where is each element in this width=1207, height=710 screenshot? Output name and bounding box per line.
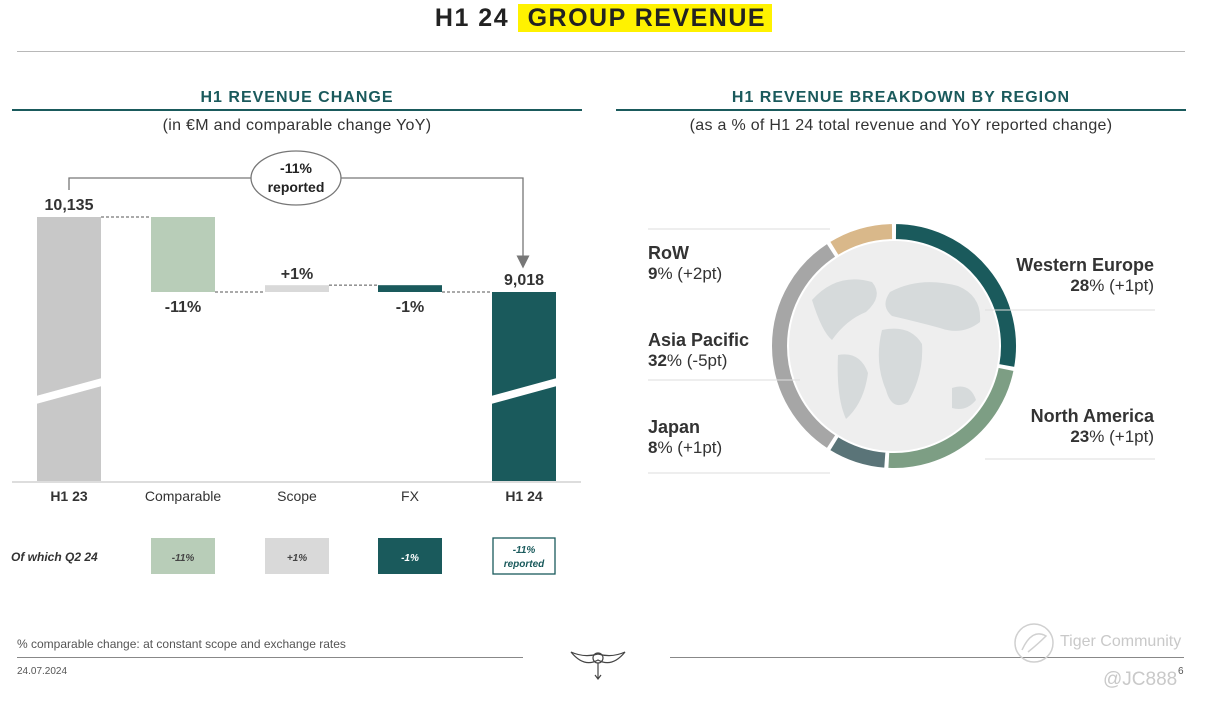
waterfall-category-label: H1 24: [505, 488, 543, 504]
waterfall-value-label: -11%: [165, 299, 201, 316]
region-value: 23% (+1pt): [1070, 427, 1154, 446]
waterfall-category-label: Scope: [277, 488, 317, 504]
region-name: North America: [1030, 406, 1154, 426]
axis-break-mark: [491, 378, 557, 404]
page-title: H1 24 GROUP REVENUE: [0, 4, 1207, 33]
title-divider: [17, 51, 1185, 52]
donut-slice-north-america: [886, 365, 1016, 470]
watermark-user: @JC888: [1103, 669, 1178, 690]
region-label-north-america: North America 23% (+1pt): [954, 406, 1154, 447]
world-map-icon: [812, 279, 981, 419]
watermark-brand: Tiger Community: [1060, 633, 1182, 650]
q2-chip-value: +1%: [287, 553, 307, 564]
reported-change-text: reported: [268, 179, 325, 195]
q2-chip-value: -11%: [172, 553, 195, 564]
donut-slice-row: [827, 221, 895, 258]
page-title-prefix: H1 24: [434, 4, 510, 32]
region-value: 9% (+2pt): [648, 264, 723, 283]
region-name: Japan: [648, 417, 701, 437]
footer-line-right: [670, 657, 1184, 658]
footer-date: 24.07.2024: [17, 666, 68, 677]
waterfall-bar-fx: [378, 285, 442, 292]
region-label-western-europe: Western Europe 28% (+1pt): [954, 255, 1154, 296]
q2-reported-value: -11%: [513, 545, 536, 556]
waterfall-category-label: FX: [401, 488, 420, 504]
waterfall-value-label: +1%: [281, 266, 313, 283]
waterfall-value-label: 10,135: [45, 197, 94, 214]
callout-line-left: [68, 177, 252, 190]
donut-slice-asia-pacific: [770, 241, 838, 451]
reported-change-value: -11%: [280, 160, 312, 176]
region-name: Asia Pacific: [648, 330, 750, 350]
watermark-logo-icon: [1014, 623, 1054, 663]
waterfall-bar-h1-23: [37, 217, 101, 481]
page-number: 6: [1178, 666, 1184, 677]
region-value: 28% (+1pt): [1070, 276, 1154, 295]
region-name: RoW: [648, 243, 689, 263]
revenue-change-title-line: [12, 109, 582, 111]
q2-chip: [265, 538, 329, 574]
callout-arrow: [341, 177, 530, 269]
revenue-change-subtitle: (in €M and comparable change YoY): [162, 117, 432, 134]
revenue-change-title: H1 REVENUE CHANGE: [200, 89, 394, 106]
waterfall-bar-scope: [265, 285, 329, 292]
footer-line-left: [17, 657, 523, 658]
q2-chip-value: -1%: [401, 553, 419, 564]
waterfall-value-label: 9,018: [504, 272, 544, 289]
footnote: % comparable change: at constant scope a…: [17, 637, 346, 651]
q2-reported-chip: [492, 537, 556, 575]
q2-reported-text: reported: [504, 559, 545, 570]
reported-change-bubble: [250, 150, 342, 206]
q2-chip: [378, 538, 442, 574]
region-label-row: RoW 9% (+2pt): [648, 243, 722, 284]
waterfall-value-label: -1%: [396, 299, 424, 316]
region-value: 8% (+1pt): [648, 438, 723, 457]
page-title-highlight: GROUP REVENUE: [517, 4, 773, 32]
waterfall-chart: -11% reported 10,135 -11% +1% -1% 9,018 H1 2…: [11, 150, 581, 575]
region-name: Western Europe: [1016, 255, 1154, 275]
region-breakdown-subtitle: (as a % of H1 24 total revenue and YoY r…: [689, 117, 1113, 134]
waterfall-category-label: H1 23: [50, 488, 88, 504]
region-label-japan: Japan 8% (+1pt): [648, 417, 722, 458]
region-breakdown-title-line: [616, 109, 1186, 111]
q2-row-label: Of which Q2 24: [11, 550, 98, 564]
brand-logo-icon: [570, 651, 626, 680]
region-donut-chart: [648, 221, 1155, 474]
q2-chip: [151, 538, 215, 574]
donut-slice-japan: [827, 434, 888, 470]
donut-slice-western-europe: [893, 221, 1018, 370]
region-value: 32% (-5pt): [648, 351, 728, 370]
waterfall-category-label: Comparable: [145, 488, 221, 504]
waterfall-bar-comparable: [151, 217, 215, 292]
axis-break-mark: [36, 378, 102, 404]
region-breakdown-title: H1 REVENUE BREAKDOWN BY REGION: [731, 89, 1071, 106]
region-label-asia-pacific: Asia Pacific 32% (-5pt): [648, 330, 749, 371]
